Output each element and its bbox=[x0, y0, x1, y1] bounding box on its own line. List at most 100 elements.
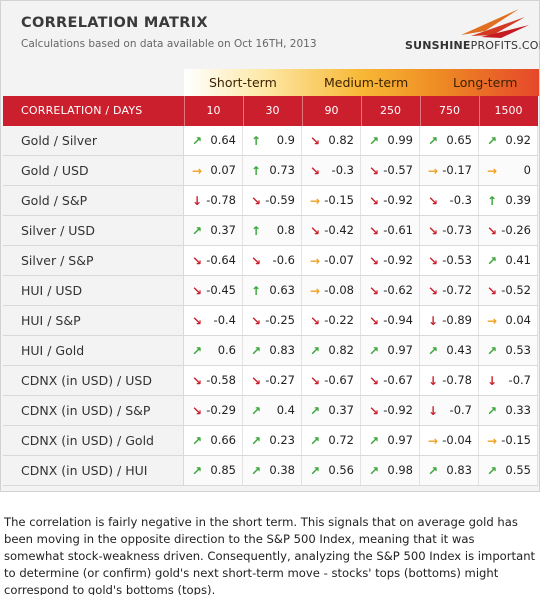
table-row: CDNX (in USD) / Gold ↗ 0.66 ↗ 0.23 ↗ 0.72 ↗ 0.97… bbox=[3, 426, 538, 456]
correlation-value: 0.82 bbox=[328, 133, 354, 147]
trend-down-right-arrow-icon: ↘ bbox=[250, 254, 262, 268]
trend-up-right-arrow-icon: ↗ bbox=[309, 434, 321, 448]
trend-up-right-arrow-icon: ↗ bbox=[486, 464, 498, 478]
table-cell: → -0.15 bbox=[479, 426, 538, 455]
trend-up-right-arrow-icon: ↗ bbox=[309, 464, 321, 478]
table-row: CDNX (in USD) / S&P ↘ -0.29 ↗ 0.4 ↗ 0.37 ↘ -0.92… bbox=[3, 396, 538, 426]
trend-down-right-arrow-icon: ↘ bbox=[250, 194, 262, 208]
table-cell: ↘ -0.52 bbox=[479, 276, 538, 305]
correlation-value: 0.83 bbox=[269, 343, 295, 357]
trend-down-right-arrow-icon: ↘ bbox=[427, 194, 439, 208]
correlation-value: 0.07 bbox=[210, 163, 236, 177]
correlation-value: -0.53 bbox=[442, 253, 472, 267]
trend-down-arrow-icon: ↓ bbox=[191, 194, 203, 208]
trend-up-right-arrow-icon: ↗ bbox=[191, 434, 203, 448]
trend-down-right-arrow-icon: ↘ bbox=[368, 224, 380, 238]
correlation-value: -0.57 bbox=[383, 163, 413, 177]
table-row: Gold / USD → 0.07 ↑ 0.73 ↘ -0.3 ↘ -0.57 → -0.17 → 0 bbox=[3, 156, 538, 186]
table-cell: ↘ 0.82 bbox=[302, 126, 361, 155]
correlation-value: -0.3 bbox=[449, 193, 472, 207]
correlation-value: -0.04 bbox=[442, 433, 472, 447]
trend-right-arrow-icon: → bbox=[191, 164, 203, 178]
table-cell: ↑ 0.63 bbox=[243, 276, 302, 305]
correlation-value: 0.23 bbox=[269, 433, 295, 447]
trend-down-right-arrow-icon: ↘ bbox=[368, 164, 380, 178]
correlation-value: -0.3 bbox=[331, 163, 354, 177]
row-label: CDNX (in USD) / S&P bbox=[3, 396, 184, 425]
correlation-value: 0.98 bbox=[387, 463, 413, 477]
table-cell: ↘ -0.4 bbox=[184, 306, 243, 335]
correlation-value: -0.78 bbox=[206, 193, 236, 207]
correlation-value: -0.15 bbox=[501, 433, 531, 447]
term-long: Long-term bbox=[453, 75, 518, 90]
trend-down-arrow-icon: ↓ bbox=[427, 404, 439, 418]
term-band bbox=[184, 69, 539, 96]
correlation-value: -0.22 bbox=[324, 313, 354, 327]
correlation-value: -0.94 bbox=[383, 313, 413, 327]
correlation-value: -0.59 bbox=[265, 193, 295, 207]
correlation-value: -0.92 bbox=[383, 403, 413, 417]
correlation-value: -0.7 bbox=[508, 373, 531, 387]
header-days-250: 250 bbox=[380, 104, 401, 117]
trend-down-right-arrow-icon: ↘ bbox=[191, 374, 203, 388]
trend-up-right-arrow-icon: ↗ bbox=[486, 404, 498, 418]
correlation-value: 0.82 bbox=[328, 343, 354, 357]
trend-up-right-arrow-icon: ↗ bbox=[368, 344, 380, 358]
correlation-value: -0.64 bbox=[206, 253, 236, 267]
trend-up-arrow-icon: ↑ bbox=[250, 284, 262, 298]
table-cell: ↗ 0.97 bbox=[361, 336, 420, 365]
trend-up-right-arrow-icon: ↗ bbox=[309, 404, 321, 418]
table-cell: ↘ -0.67 bbox=[302, 366, 361, 395]
correlation-value: 0.37 bbox=[328, 403, 354, 417]
trend-up-arrow-icon: ↑ bbox=[250, 224, 262, 238]
correlation-matrix-panel: CORRELATION MATRIX Calculations based on… bbox=[0, 0, 540, 492]
header-days-30: 30 bbox=[265, 104, 280, 117]
page-subtitle: Calculations based on data available on … bbox=[21, 38, 317, 50]
trend-up-right-arrow-icon: ↗ bbox=[368, 434, 380, 448]
trend-up-right-arrow-icon: ↗ bbox=[486, 344, 498, 358]
correlation-value: -0.17 bbox=[442, 163, 472, 177]
table-cell: ↘ -0.73 bbox=[420, 216, 479, 245]
table-cell: ↗ 0.23 bbox=[243, 426, 302, 455]
table-cell: ↗ 0.82 bbox=[302, 336, 361, 365]
correlation-value: 0.38 bbox=[269, 463, 295, 477]
correlation-value: -0.78 bbox=[442, 373, 472, 387]
correlation-value: -0.7 bbox=[449, 403, 472, 417]
trend-up-arrow-icon: ↑ bbox=[250, 134, 262, 148]
table-cell: → -0.08 bbox=[302, 276, 361, 305]
row-label: CDNX (in USD) / HUI bbox=[3, 456, 184, 485]
correlation-value: -0.58 bbox=[206, 373, 236, 387]
trend-up-right-arrow-icon: ↗ bbox=[368, 464, 380, 478]
table-cell: ↓ -0.78 bbox=[184, 186, 243, 215]
table-cell: ↘ -0.72 bbox=[420, 276, 479, 305]
table-body: Gold / Silver ↗ 0.64 ↑ 0.9 ↘ 0.82 ↗ 0.99 ↗ 0.65 ↗ 0.… bbox=[3, 126, 538, 486]
correlation-value: 0.73 bbox=[269, 163, 295, 177]
trend-right-arrow-icon: → bbox=[309, 254, 321, 268]
correlation-value: 0.65 bbox=[446, 133, 472, 147]
trend-right-arrow-icon: → bbox=[427, 434, 439, 448]
correlation-value: -0.08 bbox=[324, 283, 354, 297]
table-cell: ↘ -0.59 bbox=[243, 186, 302, 215]
table-cell: ↗ 0.6 bbox=[184, 336, 243, 365]
trend-up-right-arrow-icon: ↗ bbox=[250, 404, 262, 418]
trend-down-right-arrow-icon: ↘ bbox=[309, 164, 321, 178]
table-cell: ↓ -0.78 bbox=[420, 366, 479, 395]
table-cell: ↗ 0.97 bbox=[361, 426, 420, 455]
table-cell: ↘ -0.61 bbox=[361, 216, 420, 245]
correlation-value: 0.97 bbox=[387, 433, 413, 447]
table-cell: ↓ -0.7 bbox=[479, 366, 538, 395]
correlation-value: 0.64 bbox=[210, 133, 236, 147]
table-cell: → 0.04 bbox=[479, 306, 538, 335]
table-header: CORRELATION / DAYS 10 30 90 250 750 1500 bbox=[3, 96, 538, 126]
trend-up-arrow-icon: ↑ bbox=[250, 164, 262, 178]
correlation-value: -0.67 bbox=[383, 373, 413, 387]
trend-down-right-arrow-icon: ↘ bbox=[191, 284, 203, 298]
correlation-value: -0.61 bbox=[383, 223, 413, 237]
logo-text-bold: SUNSHINE bbox=[405, 39, 471, 52]
table-cell: ↗ 0.33 bbox=[479, 396, 538, 425]
table-row: CDNX (in USD) / USD ↘ -0.58 ↘ -0.27 ↘ -0.67 ↘ -0… bbox=[3, 366, 538, 396]
correlation-value: 0.43 bbox=[446, 343, 472, 357]
table-cell: ↗ 0.92 bbox=[479, 126, 538, 155]
table-cell: ↘ -0.64 bbox=[184, 246, 243, 275]
correlation-value: -0.42 bbox=[324, 223, 354, 237]
